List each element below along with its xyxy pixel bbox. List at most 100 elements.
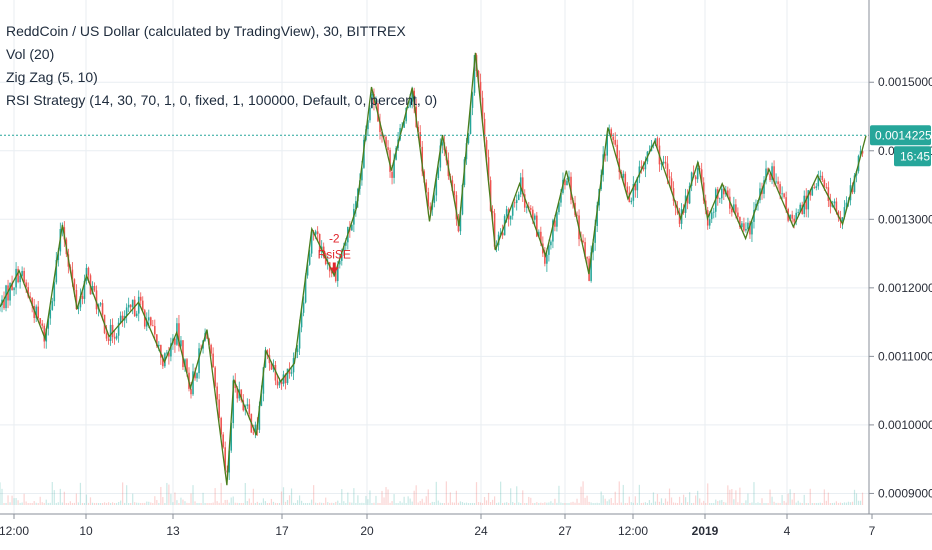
volume-bar: [218, 502, 220, 505]
time-axis[interactable]: 12:00 10 13 17 20 24 27 12:00 2019 4 7: [0, 514, 876, 538]
volume-bar: [250, 502, 252, 505]
candle-body: [833, 201, 836, 204]
candle-body: [481, 97, 484, 119]
volume-bar: [230, 497, 232, 505]
candle-body: [590, 252, 592, 281]
legend-volume[interactable]: Vol (20): [6, 46, 55, 62]
volume-bar: [9, 502, 11, 505]
candle-body: [517, 194, 520, 201]
candle-body: [710, 212, 713, 220]
volume-bar: [819, 502, 821, 505]
candle-body: [540, 231, 542, 244]
volume-bar: [83, 503, 86, 505]
candle-body: [336, 264, 339, 282]
volume-bar: [168, 484, 170, 505]
volume-bar: [791, 499, 793, 505]
candle-body: [95, 290, 98, 310]
volume-bar: [811, 502, 813, 505]
volume-bar: [821, 503, 823, 505]
volume-bar: [23, 493, 25, 505]
volume-bar: [79, 482, 82, 505]
volume-bar: [765, 502, 767, 505]
volume-bar: [35, 502, 37, 505]
volume-bar: [389, 502, 391, 505]
volume-bar: [662, 503, 665, 505]
volume-bar: [660, 498, 663, 505]
volume-bar: [498, 502, 500, 505]
volume-bar: [128, 503, 130, 505]
time-tick-label: 20: [360, 524, 374, 538]
volume-bar: [305, 503, 307, 505]
candle-body: [296, 348, 299, 353]
volume-bar: [697, 490, 699, 505]
candle-body: [546, 254, 548, 264]
candle-body: [483, 118, 486, 141]
volume-bar: [206, 503, 208, 505]
candle-body: [381, 132, 383, 137]
volume-bar: [7, 495, 9, 505]
candle-body: [236, 388, 239, 399]
volume-bar: [302, 502, 305, 505]
symbol-title[interactable]: ReddCoin / US Dollar (calculated by Trad…: [6, 23, 406, 39]
volume-bar: [325, 497, 327, 505]
volume-bar: [313, 485, 315, 505]
volume-bar: [829, 502, 831, 505]
volume-bar: [381, 490, 383, 505]
volume-bar: [124, 502, 126, 505]
volume-bar: [638, 484, 640, 505]
volume-bar: [411, 501, 413, 505]
volume-bar: [427, 489, 429, 505]
volume-bar: [761, 498, 763, 505]
candle-body: [288, 368, 291, 374]
volume-bar: [89, 497, 92, 505]
candle-body: [81, 296, 84, 299]
candle-body: [668, 176, 671, 179]
candle-body: [491, 210, 494, 214]
volume-bar: [349, 502, 351, 505]
candle-body: [107, 338, 110, 341]
volume-bar: [258, 502, 260, 505]
candle-body: [785, 197, 787, 209]
volume-bar: [369, 490, 371, 505]
volume-bar: [81, 502, 84, 505]
volume-bar: [469, 503, 472, 505]
candle-body: [117, 322, 120, 336]
volume-bar: [272, 501, 275, 505]
volume-bar: [461, 502, 464, 505]
volume-bar: [244, 483, 246, 505]
volume-bar: [85, 494, 88, 505]
candle-body: [196, 373, 198, 379]
volume-bar: [709, 502, 711, 505]
candle-body: [630, 200, 633, 203]
volume-bar: [339, 502, 341, 505]
candle-body: [210, 344, 212, 354]
volume-bar: [309, 502, 311, 505]
volume-bar: [435, 481, 437, 505]
volume-bar: [827, 492, 829, 505]
candle-body: [49, 309, 52, 319]
candle-body: [670, 178, 673, 189]
candle-body: [149, 317, 152, 326]
volume-bar: [473, 503, 476, 505]
candle-body: [170, 343, 172, 357]
volume-bar: [477, 502, 480, 505]
candle-body: [180, 340, 182, 347]
volume-bar: [57, 502, 59, 505]
legend-zigzag[interactable]: Zig Zag (5, 10): [6, 69, 98, 85]
legend-rsi-strategy[interactable]: RSI Strategy (14, 30, 70, 1, 0, fixed, 1…: [6, 92, 438, 108]
volume-bar: [351, 502, 353, 505]
candle-body: [435, 178, 438, 196]
volume-bar: [857, 500, 860, 505]
candle-body: [330, 271, 333, 274]
volume-bar: [331, 502, 333, 505]
candle-body: [570, 176, 572, 201]
volume-bar: [618, 481, 620, 505]
candle-body: [182, 340, 184, 368]
volume-bar: [437, 500, 439, 505]
volume-bar: [815, 502, 817, 505]
volume-bar: [365, 495, 367, 505]
volume-bar: [682, 494, 685, 505]
volume-bar: [457, 502, 460, 505]
